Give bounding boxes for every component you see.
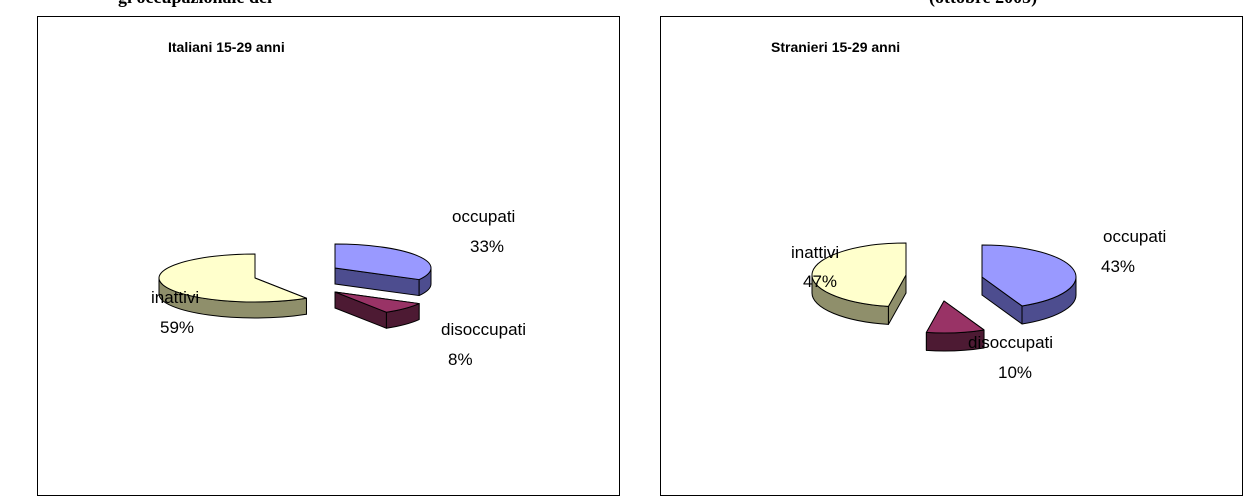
- data-label-disoccupati-italiani: disoccupati: [441, 320, 526, 339]
- chart-stranieri: Stranieri 15-29 anni occupati 43% disoccupa…: [660, 16, 1243, 496]
- data-value-inattivi-stranieri: 47%: [803, 272, 837, 291]
- data-label-occupati-stranieri: occupati: [1103, 227, 1166, 246]
- slice-disoccupati-italiani: [334, 291, 420, 329]
- data-label-inattivi-italiani: inattivi: [151, 288, 199, 307]
- figure-caption: gi occupazionale dei (ottobre 2005): [0, 0, 1245, 11]
- figure-caption-right: (ottobre 2005): [929, 0, 1037, 8]
- chart-italiani: Italiani 15-29 anni occupati 33% disoccupat…: [37, 16, 620, 496]
- slice-inattivi-stranieri: [811, 242, 907, 325]
- slice-disoccupati-stranieri: [925, 300, 985, 352]
- figure-caption-left: gi occupazionale dei: [118, 0, 272, 8]
- slice-occupati-stranieri: [981, 244, 1077, 325]
- data-label-inattivi-stranieri: inattivi: [791, 243, 839, 262]
- data-value-occupati-italiani: 33%: [470, 237, 504, 256]
- slice-occupati-italiani: [334, 243, 432, 297]
- data-value-disoccupati-stranieri: 10%: [998, 363, 1032, 382]
- chart-stranieri-svg: Stranieri 15-29 anni occupati 43% disoccupa…: [771, 39, 1166, 382]
- chart-title-italiani: Italiani 15-29 anni: [168, 39, 285, 55]
- data-value-occupati-stranieri: 43%: [1101, 257, 1135, 276]
- chart-italiani-svg: Italiani 15-29 anni occupati 33% disoccupat…: [151, 39, 526, 369]
- slice-inattivi-italiani: [158, 253, 307, 319]
- data-value-inattivi-italiani: 59%: [160, 318, 194, 337]
- data-label-disoccupati-stranieri: disoccupati: [968, 333, 1053, 352]
- data-value-disoccupati-italiani: 8%: [448, 350, 473, 369]
- data-label-occupati-italiani: occupati: [452, 207, 515, 226]
- chart-title-stranieri: Stranieri 15-29 anni: [771, 39, 900, 55]
